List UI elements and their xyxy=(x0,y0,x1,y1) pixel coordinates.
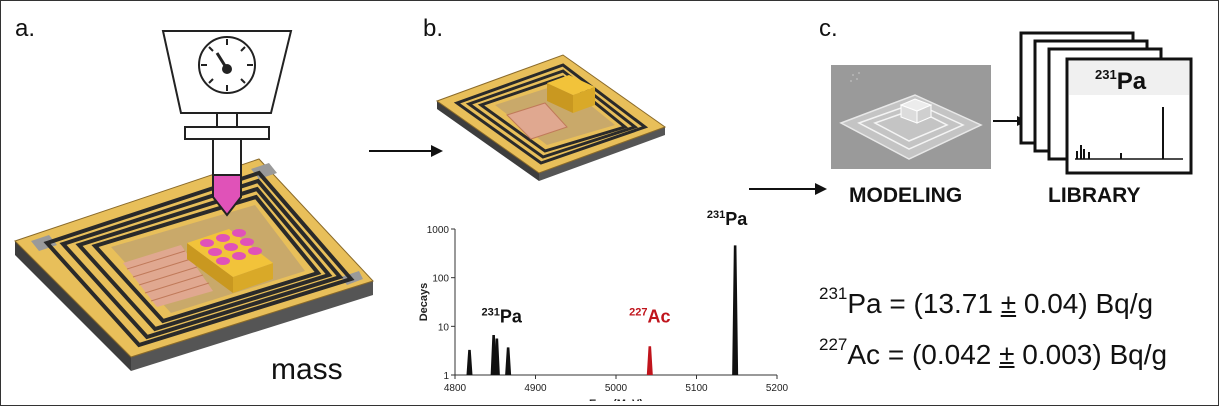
dial-gauge-icon xyxy=(198,36,256,94)
absorber-side xyxy=(187,243,233,293)
x-tick-label: 5000 xyxy=(605,383,628,394)
panel-a-illustration xyxy=(14,30,374,371)
y-tick-label: 1 xyxy=(443,371,449,382)
library-mini-spectrum xyxy=(1075,107,1183,160)
spectrum-peak xyxy=(732,245,739,376)
scale-stem xyxy=(216,112,238,128)
y-axis-label: Decays xyxy=(418,283,430,322)
library-card-header xyxy=(1069,61,1189,95)
panel-b-chip xyxy=(435,54,667,181)
result-ac227-unc: 0.003) Bq/g xyxy=(1014,339,1168,370)
arrow-b-to-c xyxy=(749,183,827,195)
chip-a-side xyxy=(15,241,131,371)
chip-a-meander-wires xyxy=(43,170,355,348)
library-card-title: 231Pa xyxy=(1095,67,1147,95)
pipette-body xyxy=(212,138,242,176)
y-tick-label: 10 xyxy=(438,322,450,333)
spectrum-peak xyxy=(505,347,512,376)
result-ac227-value: = (0.042 xyxy=(880,339,1000,370)
spectrum-chart: 1 10 100 1000 4800 4900 5000 5100 5200 Decays ETES… xyxy=(418,209,789,401)
x-tick-label: 5100 xyxy=(685,383,708,394)
result-ac227-pm: ± xyxy=(999,339,1015,370)
mass-label: mass xyxy=(271,353,343,386)
result-pa231-element: Pa xyxy=(847,288,882,319)
absorber-front xyxy=(233,263,273,293)
chip-a-side-front xyxy=(131,281,373,371)
result-ac227: 227Ac = (0.042 ± 0.003) Bq/g xyxy=(819,335,1168,371)
library-label: LIBRARY xyxy=(1048,184,1141,207)
result-pa231-value: = (13.71 xyxy=(881,288,1001,319)
modeling-label: MODELING xyxy=(849,184,963,207)
library-stack: 231Pa xyxy=(1019,31,1193,175)
peak-annotation: 231Pa xyxy=(707,209,748,229)
result-pa231: 231Pa = (13.71 ± 0.04) Bq/g xyxy=(819,284,1154,320)
spectrum-peak xyxy=(466,349,473,376)
y-tick-label: 1000 xyxy=(427,225,450,236)
scale-crossbar xyxy=(184,126,270,140)
tes-stripes xyxy=(126,250,210,302)
y-tick-label: 100 xyxy=(432,274,449,285)
x-tick-label: 4800 xyxy=(444,383,467,394)
spectrum-peak xyxy=(646,346,653,376)
panel-a-label: a. xyxy=(15,15,36,42)
panel-b-label: b. xyxy=(423,15,444,42)
spectrum-peak xyxy=(493,338,500,376)
peak-annotation: 231Pa xyxy=(481,306,522,326)
result-pa231-pm: ± xyxy=(1000,288,1017,319)
result-ac227-element: Ac xyxy=(847,339,881,370)
library-card-element: Pa xyxy=(1117,68,1147,95)
arrow-a-to-b xyxy=(369,145,443,157)
result-ac227-mass: 227 xyxy=(819,335,848,354)
modeling-render xyxy=(831,65,991,169)
x-axis-label: ETES (MeV) xyxy=(589,398,643,401)
x-tick-label: 4900 xyxy=(524,383,547,394)
pipette-liquid xyxy=(212,174,242,217)
result-pa231-mass: 231 xyxy=(819,284,848,303)
peak-annotation: 227Ac xyxy=(629,306,670,326)
x-tick-label: 5200 xyxy=(766,383,789,394)
deposited-droplets xyxy=(200,229,262,265)
result-pa231-unc: 0.04) Bq/g xyxy=(1016,288,1154,319)
library-card-mass: 231 xyxy=(1095,67,1117,82)
panel-c-label: c. xyxy=(819,15,838,42)
